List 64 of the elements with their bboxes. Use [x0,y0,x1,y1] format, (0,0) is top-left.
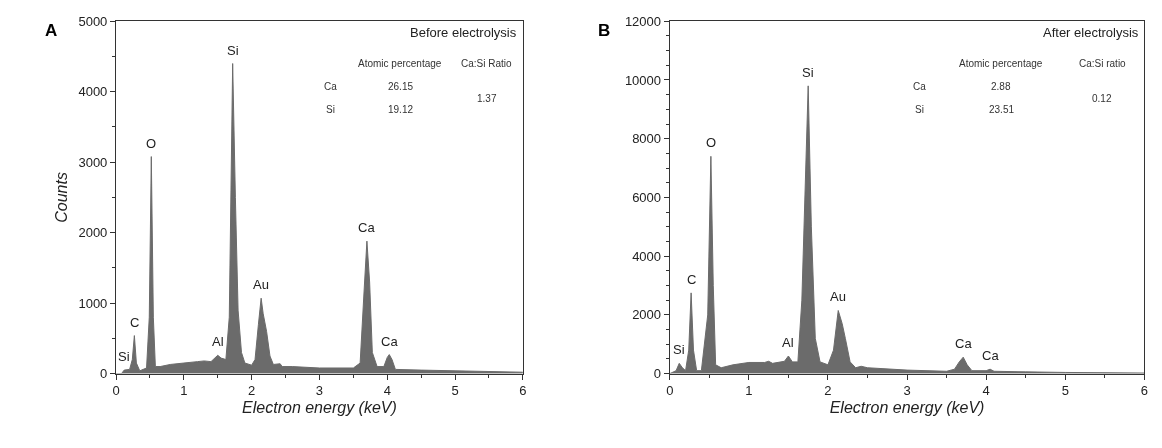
y-tick-label: 3000 [78,154,108,170]
y-tick-label: 12000 [624,13,662,29]
y-tick-label: 5000 [78,13,108,29]
annotation: 2.88 [991,81,1011,92]
y-tick-label: 2000 [78,225,108,241]
x-tick-label: 4 [982,383,990,399]
x-tick-label: 2 [248,383,256,399]
annotation: Si [915,104,924,115]
annotation: Si [118,349,130,364]
annotation: 0.12 [1092,93,1112,104]
y-tick-label: 0 [653,366,662,382]
annotation: Si [802,65,814,80]
annotation: Atomic percentage [358,58,442,69]
x-tick-label: 4 [383,383,391,399]
annotation: 23.51 [989,104,1015,115]
x-tick-label: 6 [1140,383,1148,399]
x-tick-label: 3 [315,383,324,399]
annotation: Si [326,104,335,115]
x-tick-label: 6 [519,383,527,399]
annotation: 1.37 [477,93,497,104]
annotation: Al [212,334,224,349]
annotation: C [687,272,697,287]
x-tick-label: 0 [112,383,120,399]
annotation: Ca [324,81,338,92]
annotation: Before electrolysis [410,25,517,40]
annotation: Ca [955,336,973,351]
annotation: Au [253,277,269,292]
annotation: Ca:Si ratio [1079,58,1127,69]
y-tick-label: 0 [100,366,108,382]
y-tick-label: 6000 [632,189,662,205]
y-tick-label: 4000 [78,84,108,100]
annotation: Ca [913,81,927,92]
x-tick-label: 3 [903,383,911,399]
annotation: Si [227,43,239,58]
y-tick-label: 10000 [624,72,662,88]
annotation: After electrolysis [1043,25,1139,40]
text: B [598,21,611,40]
y-tick-label: 1000 [78,295,108,311]
text: A [45,21,58,40]
y-axis-title: Counts [53,172,71,223]
x-tick-label: 2 [824,383,832,399]
annotation: Ca [982,348,1000,363]
x-tick-label: 0 [666,383,674,399]
annotation: Si [673,342,685,357]
annotation: O [146,136,157,151]
y-tick-label: 2000 [632,307,662,323]
x-tick-label: 5 [1061,383,1069,399]
annotation: 26.15 [388,81,414,92]
x-tick-label: 1 [745,383,753,399]
annotation: C [130,315,140,330]
y-tick-label: 4000 [632,248,662,264]
annotation: Atomic percentage [959,58,1043,69]
annotation: 19.12 [388,104,414,115]
annotation: Ca:Si Ratio [461,58,513,69]
y-tick-label: 8000 [632,131,662,147]
annotation: Al [782,335,794,350]
x-axis-title: Electron energy (keV) [242,399,397,417]
x-tick-label: 5 [451,383,459,399]
x-tick-label: 1 [180,383,188,399]
annotation: Au [830,289,846,304]
annotation: O [706,135,717,150]
annotation: Ca [358,220,376,235]
annotation: Ca [381,334,399,349]
x-axis-title: Electron energy (keV) [829,399,985,417]
